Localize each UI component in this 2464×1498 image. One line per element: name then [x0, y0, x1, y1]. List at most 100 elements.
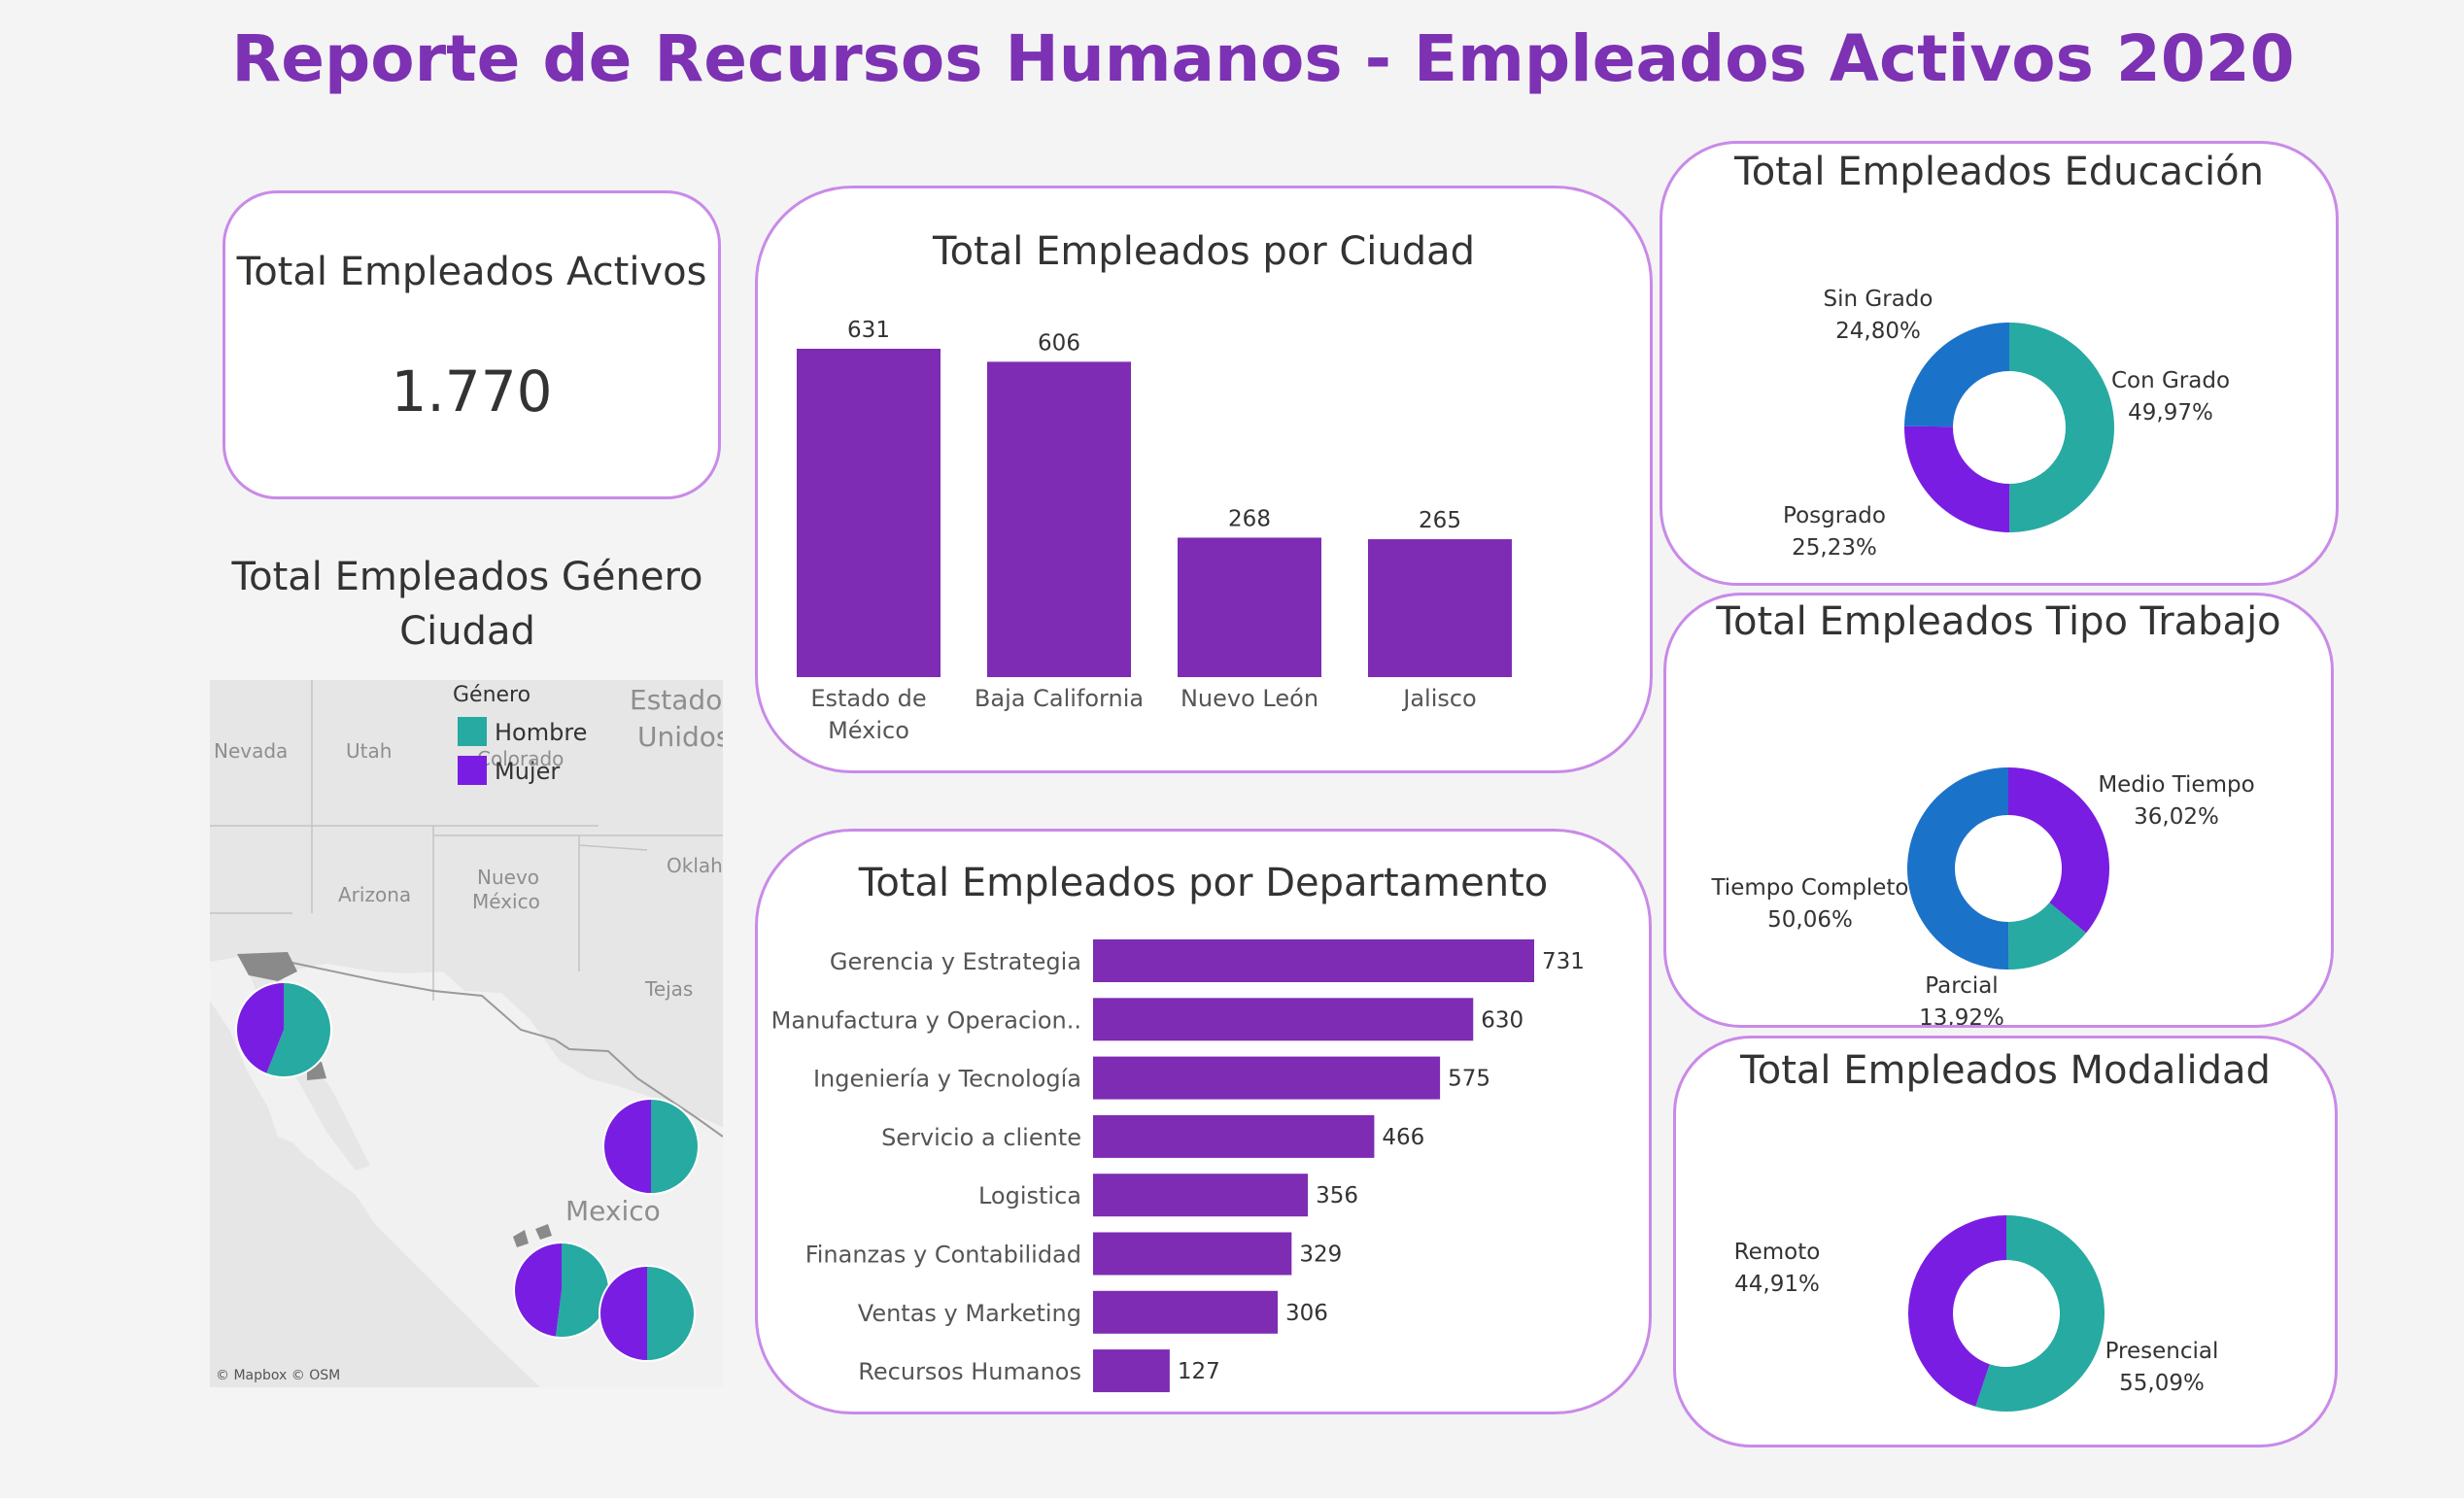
map-attribution: © Mapbox © OSM: [216, 1368, 340, 1383]
map-pie-slice[interactable]: [604, 1100, 651, 1193]
edu-chart-title: Total Empleados Educación: [1734, 150, 2264, 194]
dept-category-label: Manufactura y Operacion..: [771, 1006, 1081, 1034]
city-bar-value-label: 631: [847, 318, 890, 343]
us-state-borders: [210, 680, 723, 1001]
map-label-colorado: Colorado: [477, 747, 564, 770]
dept-bar[interactable]: [1093, 998, 1474, 1041]
edu-donut-chart: Con Grado 49,97% Posgrado 25,23% Sin Grado 24…: [1783, 287, 2230, 561]
tipo-slice-label: Parcial: [1925, 973, 1998, 999]
gender-city-map[interactable]: Nevada Utah Colorado Estados Unidos Ariz…: [210, 680, 723, 1387]
dept-category-label: Ventas y Marketing: [858, 1300, 1081, 1327]
edu-slice-percent: 49,97%: [2128, 400, 2213, 426]
map-pie-slice[interactable]: [555, 1243, 608, 1337]
map-label-nuevo: Nuevo: [477, 866, 539, 889]
edu-donut-slice[interactable]: [2009, 323, 2114, 532]
dept-bar-value-label: 329: [1299, 1243, 1342, 1268]
dept-bar[interactable]: [1093, 1114, 1375, 1158]
edu-chart-card: Total Empleados Educación Con Grado 49,97…: [1660, 141, 2339, 586]
kpi-card: Total Empleados Activos 1.770: [222, 190, 721, 499]
kpi-title: Total Empleados Activos: [236, 250, 707, 294]
map-pie-slice[interactable]: [236, 983, 284, 1073]
dashboard-title: Reporte de Recursos Humanos - Empleados …: [231, 21, 2295, 96]
dept-category-label: Recursos Humanos: [858, 1358, 1081, 1385]
tipo-donut-slice[interactable]: [2008, 767, 2109, 934]
dept-category-label: Gerencia y Estrategia: [830, 948, 1081, 975]
dept-bar[interactable]: [1093, 1232, 1292, 1276]
city-category-label: México: [828, 717, 909, 744]
tipo-slice-percent: 13,92%: [1919, 1005, 2004, 1025]
dept-bar-value-label: 575: [1448, 1067, 1490, 1092]
mod-slice-label: Presencial: [2105, 1339, 2219, 1364]
map-label-utah: Utah: [346, 739, 392, 763]
map-title-line2: Ciudad: [399, 609, 535, 654]
map-label-arizona: Arizona: [338, 883, 411, 906]
edu-slice-label: Con Grado: [2111, 368, 2230, 393]
dept-bar-value-label: 466: [1382, 1125, 1424, 1150]
city-bar-chart: 631 Estado de México 606 Baja California 268 N…: [797, 318, 1512, 744]
mod-chart-card: Total Empleados Modalidad Presencial 55,0…: [1673, 1036, 2338, 1447]
city-bar[interactable]: [1368, 539, 1512, 677]
city-category-label: Estado de: [810, 685, 926, 712]
city-bar-value-label: 606: [1038, 330, 1080, 356]
bc-region: [237, 952, 297, 981]
legend-swatch-mujer: [458, 756, 487, 785]
city-bar-value-label: 268: [1228, 506, 1271, 531]
mod-slice-percent: 55,09%: [2119, 1371, 2205, 1396]
edu-donut-slice[interactable]: [1904, 426, 2010, 532]
map-pie-slice[interactable]: [600, 1267, 647, 1360]
map-pie-slice[interactable]: [514, 1243, 562, 1337]
city-category-label: Baja California: [975, 685, 1144, 712]
dept-bar-chart: 731 Gerencia y Estrategia 630 Manufactura y…: [771, 939, 1585, 1393]
dept-bar-value-label: 356: [1316, 1183, 1358, 1209]
map-pies[interactable]: [235, 981, 700, 1362]
dept-bar-value-label: 127: [1178, 1359, 1220, 1384]
dept-bar[interactable]: [1093, 939, 1534, 982]
city-bar-value-label: 265: [1419, 508, 1461, 533]
map-label-mexico: Mexico: [565, 1195, 661, 1227]
tipo-donut-slice[interactable]: [2008, 902, 2087, 970]
map-legend: Género Hombre Mujer: [453, 683, 587, 785]
dept-bar-value-label: 731: [1542, 949, 1585, 974]
tipo-slice-percent: 50,06%: [1767, 907, 1853, 933]
map-label-oklahoma: Oklah: [667, 854, 723, 877]
tipo-slice-percent: 36,02%: [2134, 804, 2219, 830]
city-category-label: Nuevo León: [1181, 685, 1318, 712]
mod-donut-chart: Presencial 55,09% Remoto 44,91%: [1734, 1215, 2219, 1412]
jal-region: [513, 1230, 529, 1247]
tipo-slice-label: Medio Tiempo: [2098, 772, 2254, 798]
mod-chart-title: Total Empleados Modalidad: [1740, 1048, 2271, 1093]
map-pie-slice[interactable]: [266, 983, 330, 1076]
border-line: [238, 956, 723, 1138]
city-bar[interactable]: [987, 361, 1131, 677]
legend-title: Género: [453, 683, 530, 707]
dept-bar[interactable]: [1093, 1056, 1441, 1100]
dept-bar[interactable]: [1093, 1349, 1170, 1393]
dept-bar-value-label: 306: [1285, 1301, 1328, 1326]
legend-swatch-hombre: [458, 717, 487, 746]
dept-category-label: Servicio a cliente: [881, 1124, 1081, 1151]
map-pie-slice[interactable]: [651, 1100, 698, 1193]
city-bar[interactable]: [797, 349, 941, 677]
map-pie-slice[interactable]: [647, 1267, 694, 1360]
edu-slice-percent: 24,80%: [1835, 319, 1921, 344]
tipo-slice-label: Tiempo Completo: [1710, 875, 1908, 901]
mod-donut-slice[interactable]: [1975, 1215, 2105, 1412]
dept-bar[interactable]: [1093, 1174, 1309, 1217]
dept-chart-card: Total Empleados por Departamento 731 Gere…: [755, 829, 1652, 1414]
city-chart-card: Total Empleados por Ciudad 631 Estado de M…: [755, 186, 1653, 773]
dept-chart-title: Total Empleados por Departamento: [858, 861, 1549, 905]
dept-bar[interactable]: [1093, 1290, 1279, 1334]
tipo-donut-slice[interactable]: [1907, 767, 2009, 970]
dept-category-label: Ingeniería y Tecnología: [813, 1066, 1081, 1093]
map-title-line1: Total Empleados Género: [231, 555, 703, 599]
dept-category-label: Logistica: [978, 1182, 1081, 1209]
cdmx-region: [535, 1224, 552, 1240]
city-bar[interactable]: [1178, 537, 1321, 677]
edu-donut-slice[interactable]: [1904, 323, 2009, 427]
city-chart-title: Total Empleados por Ciudad: [932, 229, 1476, 274]
map-label-tejas: Tejas: [644, 977, 693, 1001]
map-label-nevada: Nevada: [214, 739, 288, 763]
mod-donut-slice[interactable]: [1908, 1215, 2006, 1407]
kpi-value: 1.770: [391, 358, 553, 425]
edu-slice-percent: 25,23%: [1792, 535, 1877, 561]
